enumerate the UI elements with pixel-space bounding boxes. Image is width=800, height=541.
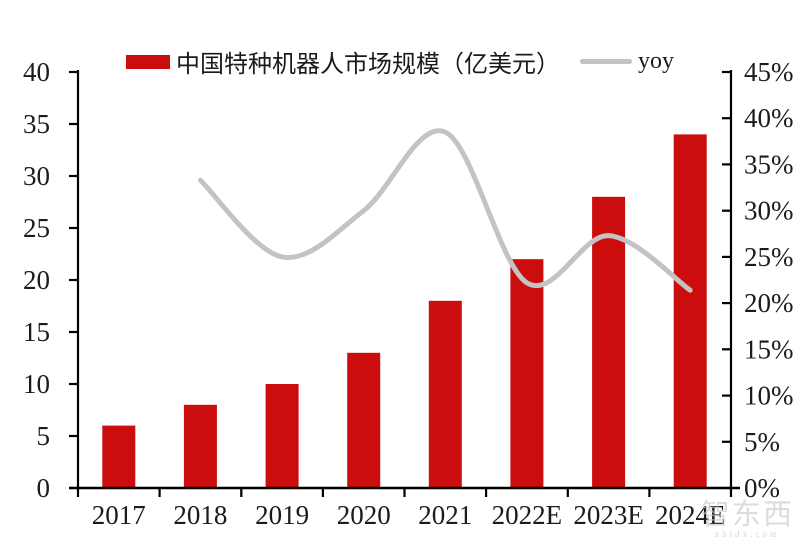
bar-2020 xyxy=(347,352,381,488)
y-right-tick-label: 45% xyxy=(744,57,794,87)
y-left-tick-label: 5 xyxy=(37,421,51,451)
legend-bar-swatch xyxy=(126,54,170,69)
y-right-tick-label: 40% xyxy=(744,103,794,133)
y-left-tick-label: 35 xyxy=(23,109,50,139)
bar-2023E xyxy=(592,196,626,489)
y-right-tick-label: 15% xyxy=(744,334,794,364)
y-right-tick-label: 20% xyxy=(744,288,794,318)
y-left-tick-label: 30 xyxy=(23,161,50,191)
y-left-tick-label: 40 xyxy=(23,57,50,87)
y-right-tick-label: 30% xyxy=(744,196,794,226)
y-right-tick-label: 10% xyxy=(744,381,794,411)
legend-line-swatch xyxy=(580,59,632,64)
y-left-tick-label: 0 xyxy=(37,473,51,503)
x-tick-label: 2019 xyxy=(255,500,309,530)
x-tick-label: 2018 xyxy=(173,500,227,530)
y-right-tick-label: 35% xyxy=(744,149,794,179)
bar-2022E xyxy=(510,259,544,488)
y-left-tick-label: 10 xyxy=(23,369,50,399)
bar-2017 xyxy=(102,425,136,488)
y-right-tick-label: 0% xyxy=(744,473,780,503)
y-left-tick-label: 15 xyxy=(23,317,50,347)
y-right-tick-label: 25% xyxy=(744,242,794,272)
chart-legend: 中国特种机器人市场规模（亿美元） yoy xyxy=(0,44,800,79)
x-tick-label: 2021 xyxy=(418,500,472,530)
bar-2019 xyxy=(265,384,299,488)
bar-2018 xyxy=(183,404,217,488)
legend-line-label: yoy xyxy=(638,48,674,74)
x-tick-label: 2022E xyxy=(492,500,563,530)
y-left-tick-label: 25 xyxy=(23,213,50,243)
y-right-tick-label: 5% xyxy=(744,427,780,457)
x-tick-label: 2024E xyxy=(655,500,726,530)
yoy-line xyxy=(197,128,693,293)
x-tick-label: 2023E xyxy=(573,500,644,530)
legend-bar-label: 中国特种机器人市场规模（亿美元） xyxy=(176,52,560,78)
y-left-tick-label: 20 xyxy=(23,265,50,295)
bar-2024E xyxy=(673,134,707,488)
x-tick-label: 2017 xyxy=(92,500,146,530)
x-tick-label: 2020 xyxy=(337,500,391,530)
bar-2021 xyxy=(428,300,462,488)
